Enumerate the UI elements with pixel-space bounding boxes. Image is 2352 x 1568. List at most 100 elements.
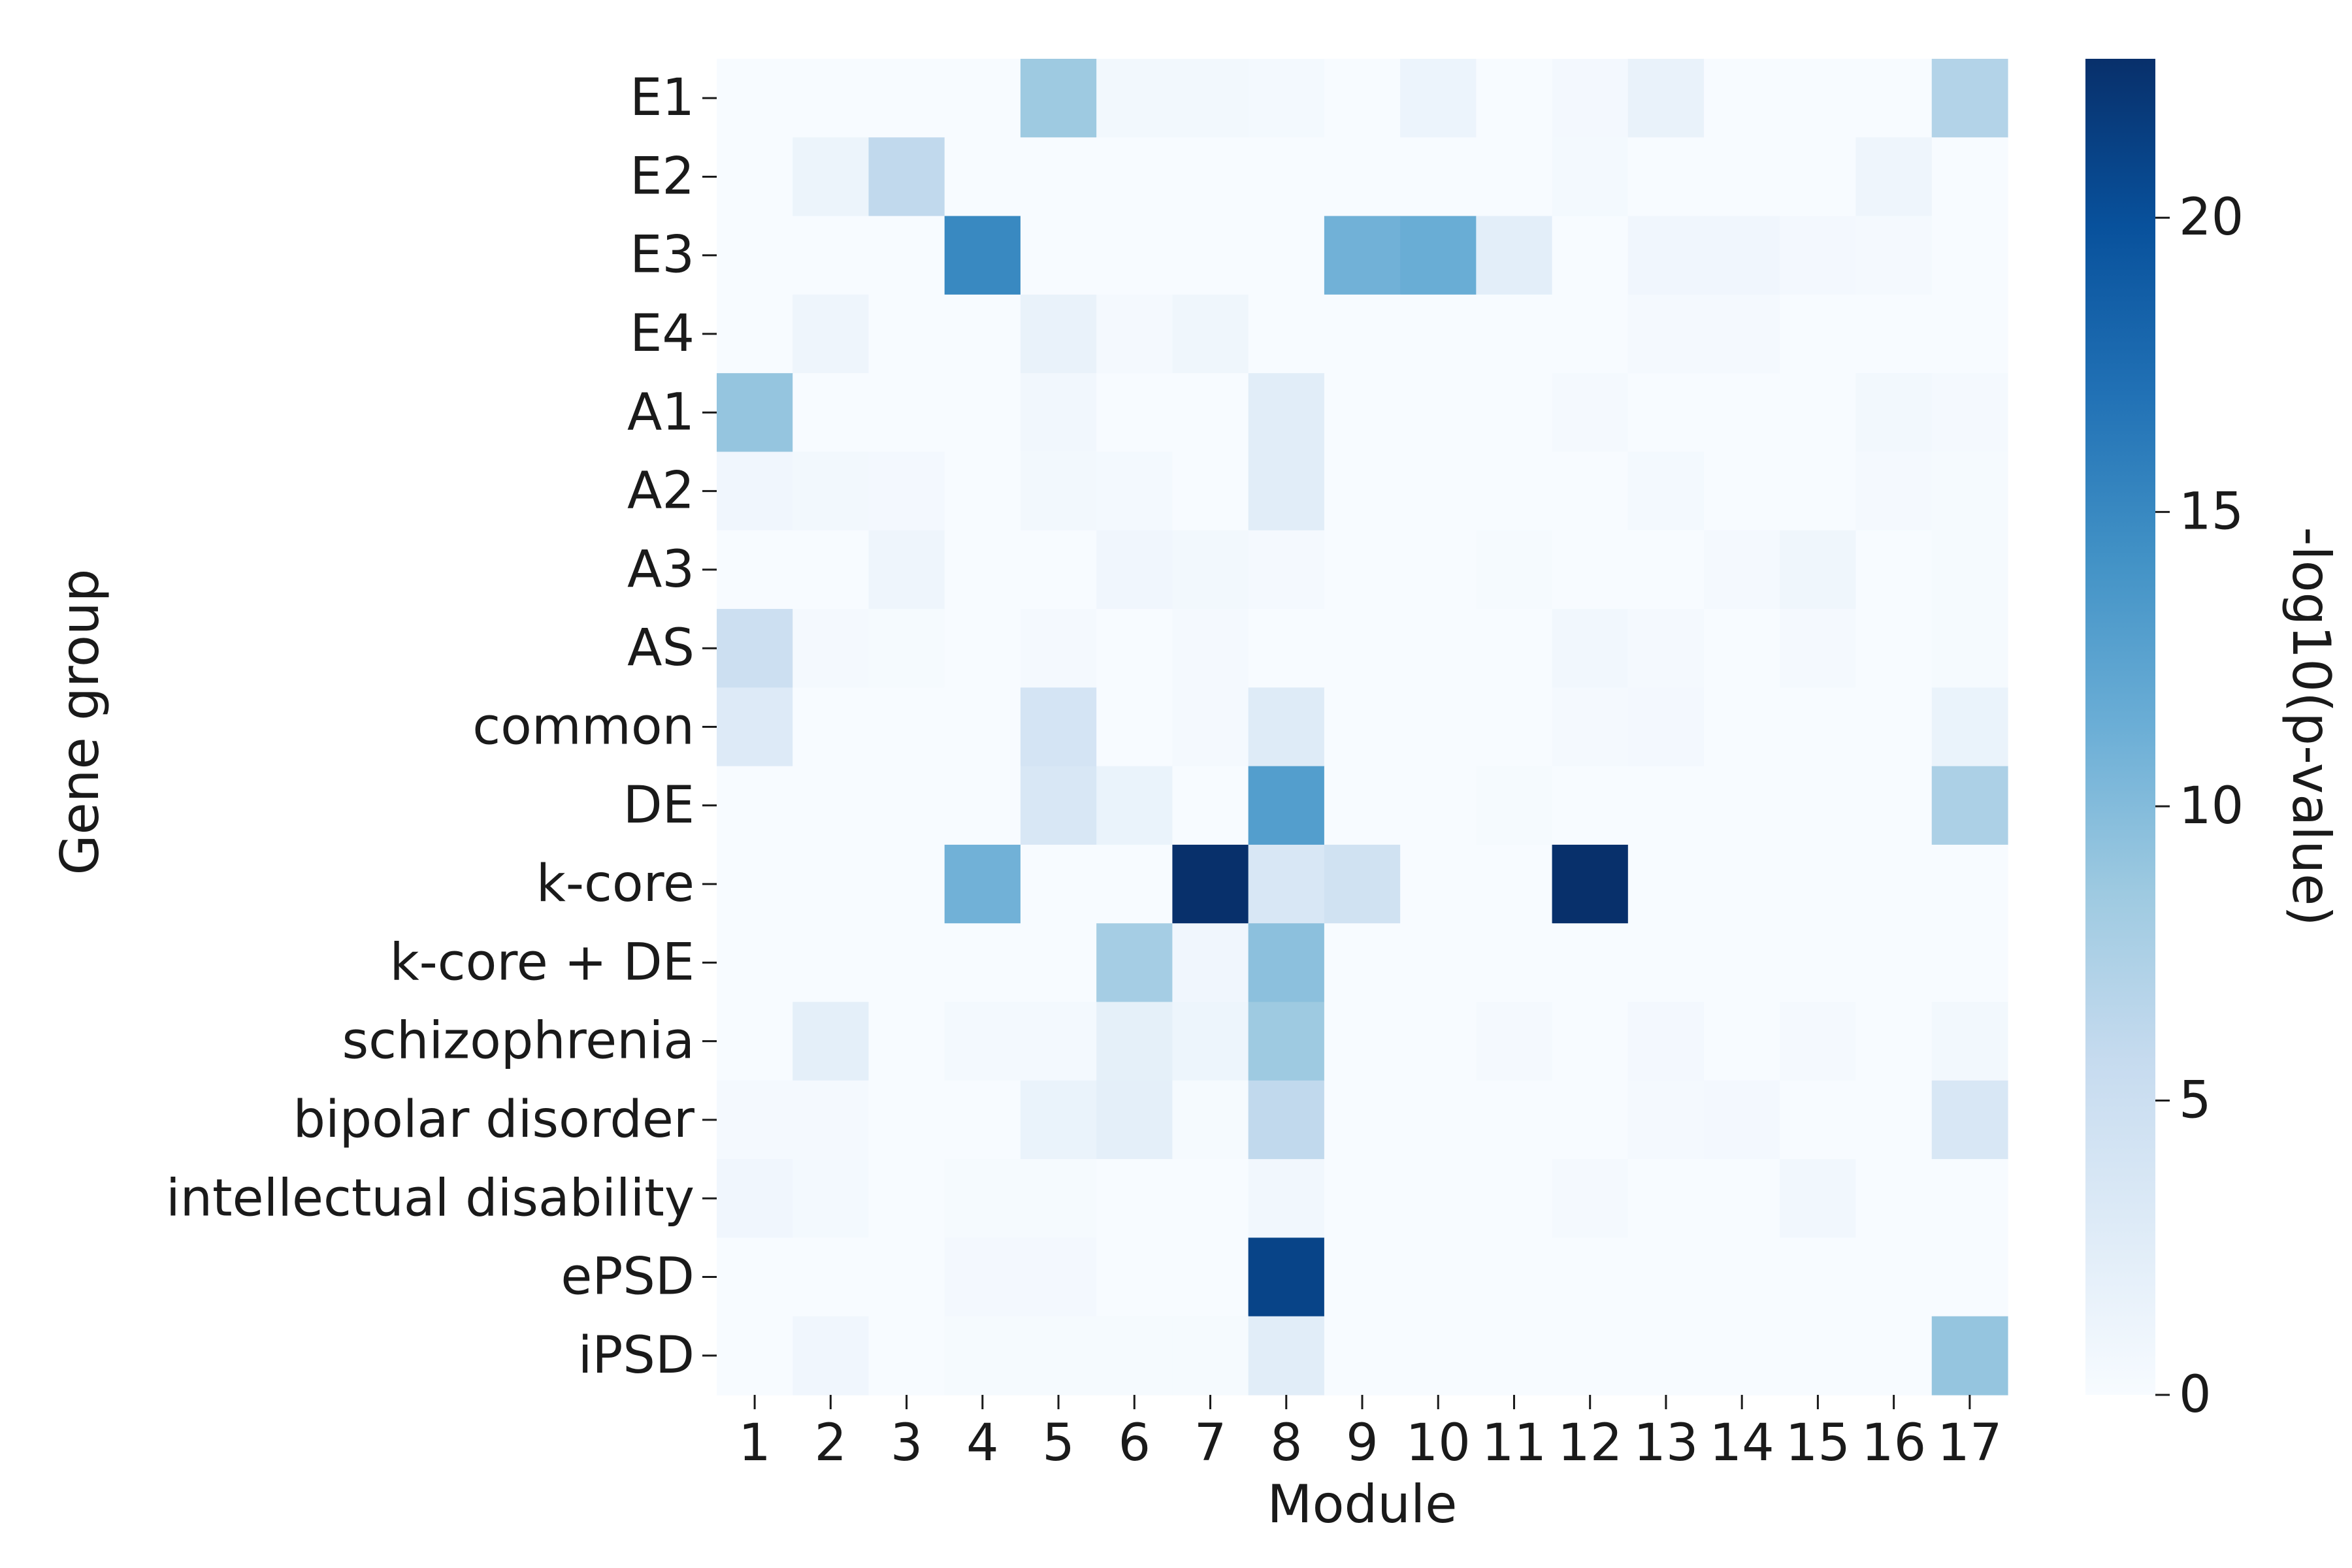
heatmap-cell bbox=[1704, 609, 1780, 688]
heatmap-cell bbox=[1704, 1080, 1780, 1160]
heatmap-cell bbox=[717, 609, 793, 688]
heatmap-cell bbox=[1172, 844, 1249, 924]
colorbar-tick-label: 10 bbox=[2179, 777, 2244, 836]
heatmap-cell bbox=[1324, 373, 1401, 453]
heatmap-cell bbox=[1248, 373, 1325, 453]
heatmap-cell bbox=[1476, 1002, 1553, 1081]
heatmap-cell bbox=[1096, 373, 1173, 453]
x-tick-label: 15 bbox=[1786, 1414, 1850, 1473]
heatmap-cell bbox=[1627, 1002, 1705, 1081]
heatmap-cell bbox=[717, 1316, 793, 1396]
x-tick-label: 2 bbox=[815, 1414, 847, 1473]
heatmap-cell bbox=[1780, 766, 1857, 845]
x-tick-label: 9 bbox=[1346, 1414, 1379, 1473]
colorbar-tick-label: 5 bbox=[2179, 1071, 2212, 1130]
heatmap-cell bbox=[1931, 766, 2008, 845]
heatmap-cell bbox=[1248, 530, 1325, 610]
heatmap-cell bbox=[1780, 137, 1857, 217]
heatmap-cell bbox=[1476, 530, 1553, 610]
heatmap-cell bbox=[1096, 1002, 1173, 1081]
heatmap-cell bbox=[1020, 451, 1097, 531]
heatmap-cell bbox=[868, 530, 945, 610]
heatmap-cell bbox=[944, 1159, 1021, 1239]
heatmap-cell bbox=[944, 216, 1021, 295]
heatmap-cell bbox=[1931, 1002, 2008, 1081]
heatmap-cell bbox=[944, 687, 1021, 767]
heatmap-cell bbox=[1627, 766, 1705, 845]
heatmap-cell bbox=[1172, 451, 1249, 531]
heatmap-cell bbox=[1704, 923, 1780, 1003]
heatmap-cell bbox=[1172, 1002, 1249, 1081]
heatmap-cell bbox=[1855, 844, 1933, 924]
heatmap-cell bbox=[1931, 844, 2008, 924]
heatmap-cell bbox=[1855, 1080, 1933, 1160]
heatmap-cell bbox=[1704, 59, 1780, 138]
heatmap-cell bbox=[1627, 294, 1705, 374]
heatmap-cell bbox=[1020, 766, 1097, 845]
heatmap-cell bbox=[1552, 59, 1629, 138]
heatmap-cell bbox=[1248, 137, 1325, 217]
heatmap-cell bbox=[1627, 59, 1705, 138]
x-tick-label: 4 bbox=[966, 1414, 999, 1473]
heatmap-cell bbox=[1931, 609, 2008, 688]
heatmap-cell bbox=[944, 451, 1021, 531]
heatmap-cell bbox=[1476, 923, 1553, 1003]
heatmap-cell bbox=[1400, 530, 1477, 610]
heatmap-cell bbox=[868, 216, 945, 295]
heatmap-cell bbox=[1248, 1237, 1325, 1317]
heatmap-cell bbox=[1248, 923, 1325, 1003]
heatmap-cell bbox=[1172, 923, 1249, 1003]
heatmap-cell bbox=[1627, 1237, 1705, 1317]
heatmap-cell bbox=[1096, 1237, 1173, 1317]
heatmap-cell bbox=[1096, 216, 1173, 295]
heatmap-cell bbox=[1324, 1080, 1401, 1160]
heatmap-cell bbox=[1248, 1080, 1325, 1160]
heatmap-cell bbox=[792, 530, 870, 610]
heatmap-cell bbox=[1324, 530, 1401, 610]
heatmap-cell bbox=[1476, 609, 1553, 688]
heatmap-cell bbox=[1627, 137, 1705, 217]
heatmap-cell bbox=[1020, 844, 1097, 924]
x-tick-label: 7 bbox=[1194, 1414, 1227, 1473]
heatmap-cell bbox=[1552, 216, 1629, 295]
heatmap-cell bbox=[1476, 1080, 1553, 1160]
heatmap-cell bbox=[944, 1080, 1021, 1160]
heatmap-cell bbox=[1855, 1002, 1933, 1081]
heatmap-cell bbox=[1855, 687, 1933, 767]
heatmap-cell bbox=[1931, 59, 2008, 138]
heatmap-cell bbox=[1172, 766, 1249, 845]
x-tick-label: 1 bbox=[738, 1414, 771, 1473]
heatmap-cell bbox=[792, 766, 870, 845]
heatmap-cell bbox=[1931, 1316, 2008, 1396]
heatmap-cell bbox=[1324, 687, 1401, 767]
heatmap-cell bbox=[1627, 687, 1705, 767]
heatmap-cell bbox=[1704, 294, 1780, 374]
heatmap-cell bbox=[1931, 1159, 2008, 1239]
heatmap-cell bbox=[1476, 373, 1553, 453]
heatmap-cell bbox=[1400, 1080, 1477, 1160]
heatmap-cell bbox=[1552, 687, 1629, 767]
heatmap-cell bbox=[1020, 1237, 1097, 1317]
heatmap-cell bbox=[1400, 1316, 1477, 1396]
x-tick-label: 6 bbox=[1118, 1414, 1151, 1473]
heatmap-cell bbox=[944, 530, 1021, 610]
heatmap-cell bbox=[868, 1080, 945, 1160]
heatmap-cell bbox=[1931, 687, 2008, 767]
x-tick-label: 3 bbox=[890, 1414, 923, 1473]
heatmap-cell bbox=[1096, 1316, 1173, 1396]
heatmap-cell bbox=[1780, 1080, 1857, 1160]
x-tick-label: 5 bbox=[1042, 1414, 1075, 1473]
heatmap-cell bbox=[1248, 216, 1325, 295]
heatmap-cell bbox=[1855, 59, 1933, 138]
heatmap-cell bbox=[1020, 923, 1097, 1003]
heatmap-cell bbox=[1096, 530, 1173, 610]
y-tick-label: E2 bbox=[630, 147, 694, 206]
heatmap-cell bbox=[944, 373, 1021, 453]
heatmap-cell bbox=[1172, 609, 1249, 688]
heatmap-cell bbox=[1400, 137, 1477, 217]
heatmap-cell bbox=[1324, 1316, 1401, 1396]
heatmap-cell bbox=[1780, 1002, 1857, 1081]
heatmap-cell bbox=[944, 1316, 1021, 1396]
heatmap-cell bbox=[1476, 216, 1553, 295]
